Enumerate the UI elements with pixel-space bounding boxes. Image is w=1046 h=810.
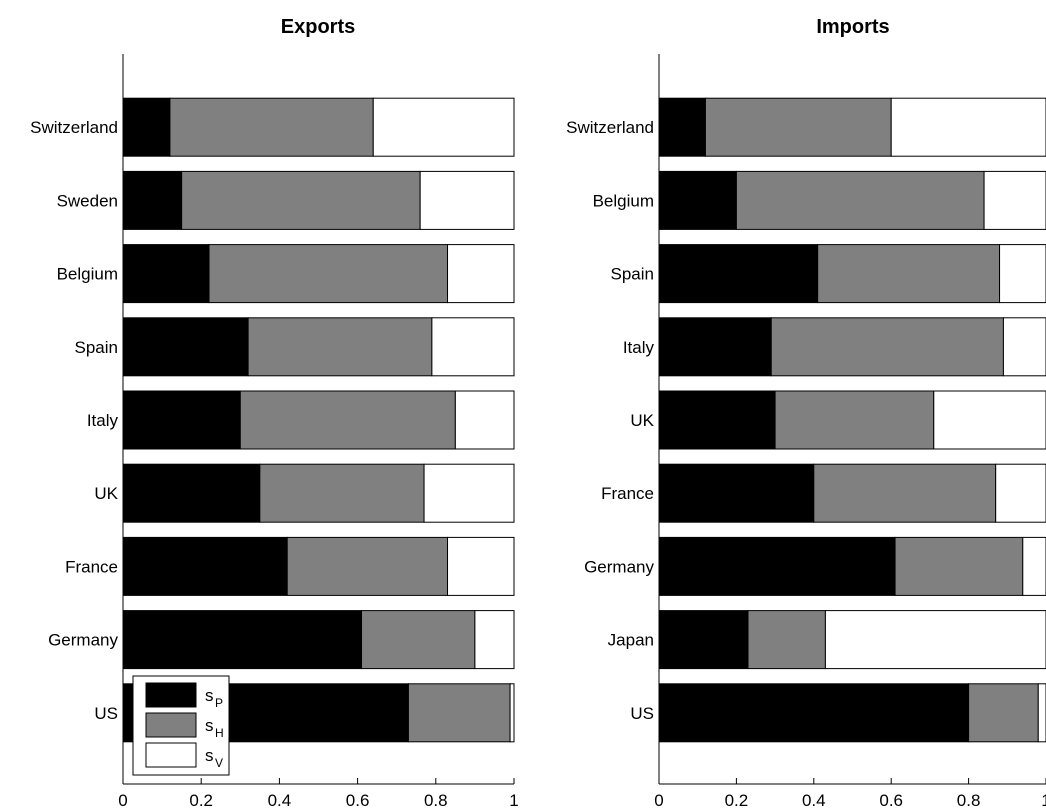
legend-sub-sv: V [215, 756, 223, 770]
imports-bar-italy-sv [1002, 317, 1046, 377]
exports-bar-belgium-sh [208, 244, 449, 304]
imports-category-label: Spain [611, 265, 654, 284]
exports-category-label: US [94, 704, 118, 723]
exports-bar-france-sp [122, 536, 288, 596]
exports-bar-sweden-sv [419, 170, 515, 230]
exports-xtick-label: 0 [118, 791, 127, 810]
imports-bar-belgium-sp [658, 170, 737, 230]
imports-bar-switzerland-sp [658, 97, 706, 157]
imports-bar-switzerland-sh [704, 97, 892, 157]
imports-bar-japan-sp [658, 610, 749, 670]
exports-bar-belgium-sp [122, 244, 210, 304]
imports-category-label: France [601, 484, 654, 503]
exports-bar-germany-sp [122, 610, 363, 670]
imports-bar-italy-sh [770, 317, 1004, 377]
imports-bar-spain-sv [999, 244, 1046, 304]
exports-bar-germany-sv [474, 610, 515, 670]
legend-swatch-sp [145, 682, 197, 708]
imports-bar-france-sh [813, 463, 997, 523]
legend-label-sv: s [205, 746, 214, 765]
exports-bar-italy-sp [122, 390, 241, 450]
imports-bar-us-sh [968, 683, 1039, 743]
exports-bar-germany-sh [361, 610, 476, 670]
imports-category-label: Switzerland [566, 118, 654, 137]
exports-category-label: Germany [48, 631, 118, 650]
imports-bar-germany-sp [658, 536, 896, 596]
exports-bar-spain-sh [247, 317, 433, 377]
exports-bar-italy-sv [454, 390, 515, 450]
imports-category-label: Japan [608, 631, 654, 650]
imports-chart: Imports Switzerland Belgium Spain Italy UK Fr… [566, 16, 1046, 810]
legend-sub-sh: H [215, 726, 224, 740]
exports-category-label: Italy [87, 411, 119, 430]
exports-bar-switzerland-sp [122, 97, 171, 157]
exports-bar-belgium-sv [447, 244, 515, 304]
exports-xtick-label: 0.6 [346, 791, 370, 810]
imports-bar-japan-sh [747, 610, 826, 670]
imports-bar-uk-sp [658, 390, 776, 450]
exports-xtick-label: 0.8 [424, 791, 448, 810]
imports-bar-us-sp [658, 683, 970, 743]
legend: s P s H s V [132, 675, 230, 776]
exports-bar-sweden-sp [122, 170, 183, 230]
exports-bar-uk-sv [423, 463, 515, 523]
imports-bar-uk-sh [774, 390, 935, 450]
exports-category-label: UK [94, 484, 118, 503]
imports-xtick-label: 0.2 [725, 791, 749, 810]
imports-xtick-label: 1 [1041, 791, 1046, 810]
exports-chart: Exports Switzerland Sweden Belgium Spain Ita… [30, 16, 519, 810]
legend-label-sh: s [205, 716, 214, 735]
imports-xtick-label: 0.6 [879, 791, 903, 810]
exports-xtick-label: 0.4 [268, 791, 292, 810]
imports-bar-germany-sh [894, 536, 1024, 596]
imports-bar-italy-sp [658, 317, 772, 377]
imports-title: Imports [816, 16, 889, 38]
imports-category-label: US [630, 704, 654, 723]
exports-category-label: France [65, 557, 118, 576]
exports-bar-spain-sp [122, 317, 249, 377]
imports-bar-switzerland-sv [890, 97, 1046, 157]
imports-bar-belgium-sv [983, 170, 1046, 230]
imports-category-label: Italy [623, 338, 655, 357]
legend-swatch-sh [145, 712, 197, 738]
imports-category-label: Germany [584, 557, 654, 576]
imports-bar-us-sv [1037, 683, 1046, 743]
imports-bar-germany-sv [1022, 536, 1046, 596]
exports-xtick-label: 0.2 [189, 791, 213, 810]
exports-category-label: Belgium [57, 265, 118, 284]
exports-bar-sweden-sh [181, 170, 421, 230]
imports-bar-japan-sv [824, 610, 1046, 670]
imports-bar-uk-sv [933, 390, 1046, 450]
imports-xtick-label: 0.4 [802, 791, 826, 810]
exports-bar-switzerland-sv [372, 97, 515, 157]
exports-category-label: Switzerland [30, 118, 118, 137]
exports-bar-france-sv [447, 536, 515, 596]
imports-bar-spain-sh [817, 244, 1001, 304]
exports-bar-us-sv [509, 683, 515, 743]
exports-category-label: Sweden [57, 191, 118, 210]
exports-bar-uk-sp [122, 463, 261, 523]
imports-category-label: Belgium [593, 191, 654, 210]
exports-bar-italy-sh [239, 390, 456, 450]
exports-bar-uk-sh [259, 463, 425, 523]
exports-xtick-label: 1 [509, 791, 518, 810]
imports-bar-spain-sp [658, 244, 819, 304]
legend-swatch-sv [145, 742, 197, 768]
legend-sub-sp: P [215, 696, 223, 710]
exports-bar-france-sh [286, 536, 449, 596]
imports-bar-france-sp [658, 463, 815, 523]
legend-label-sp: s [205, 686, 214, 705]
exports-category-label: Spain [75, 338, 118, 357]
imports-xtick-label: 0 [654, 791, 663, 810]
exports-bar-switzerland-sh [169, 97, 374, 157]
exports-bar-us-sh [407, 683, 511, 743]
exports-title: Exports [281, 16, 355, 38]
exports-bar-spain-sv [431, 317, 515, 377]
imports-bar-belgium-sh [735, 170, 985, 230]
imports-bar-france-sv [995, 463, 1046, 523]
imports-category-label: UK [630, 411, 654, 430]
imports-xtick-label: 0.8 [957, 791, 981, 810]
